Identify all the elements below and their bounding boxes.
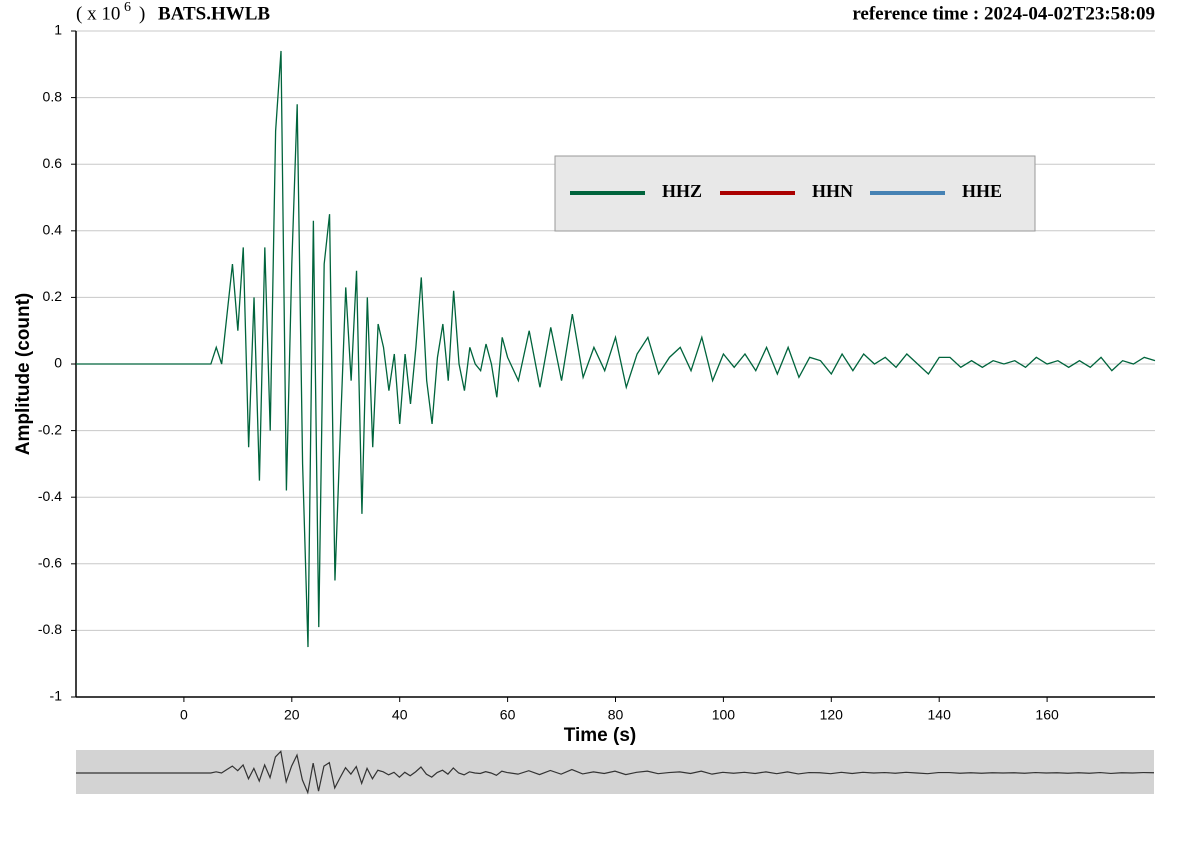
x-tick-label: 80	[608, 707, 624, 723]
y-tick-label: 1	[54, 22, 62, 38]
y-tick-label: -0.8	[38, 621, 62, 637]
y-tick-label: 0	[54, 355, 62, 371]
legend-label: HHZ	[662, 181, 702, 201]
y-tick-label: -1	[50, 688, 63, 704]
y-tick-label: 0.4	[43, 222, 63, 238]
x-tick-label: 20	[284, 707, 300, 723]
x-tick-label: 40	[392, 707, 408, 723]
x-tick-label: 100	[712, 707, 736, 723]
x-tick-label: 0	[180, 707, 188, 723]
y-tick-label: 0.8	[43, 88, 63, 104]
y-scale-suffix: )	[139, 3, 145, 24]
overview-trace	[76, 750, 1155, 795]
y-axis-label: Amplitude (count)	[13, 293, 34, 456]
x-tick-label: 120	[820, 707, 844, 723]
legend-label: HHE	[962, 181, 1002, 201]
y-tick-label: -0.4	[38, 488, 62, 504]
x-tick-label: 60	[500, 707, 516, 723]
trace	[76, 50, 1156, 648]
legend-label: HHN	[812, 181, 853, 201]
y-scale-exponent: 6	[124, 0, 131, 15]
x-tick-label: 160	[1035, 707, 1059, 723]
chart-title: BATS.HWLB	[158, 3, 270, 24]
reference-time: reference time : 2024-04-02T23:58:09	[852, 3, 1155, 24]
y-tick-label: 0.2	[43, 288, 63, 304]
y-scale-prefix: ( x 10	[76, 3, 120, 24]
y-tick-label: 0.6	[43, 155, 63, 171]
overview-background	[76, 750, 1154, 794]
x-axis-label: Time (s)	[564, 725, 637, 746]
y-tick-label: -0.6	[38, 555, 62, 571]
y-tick-label: -0.2	[38, 421, 62, 437]
x-tick-label: 140	[928, 707, 952, 723]
